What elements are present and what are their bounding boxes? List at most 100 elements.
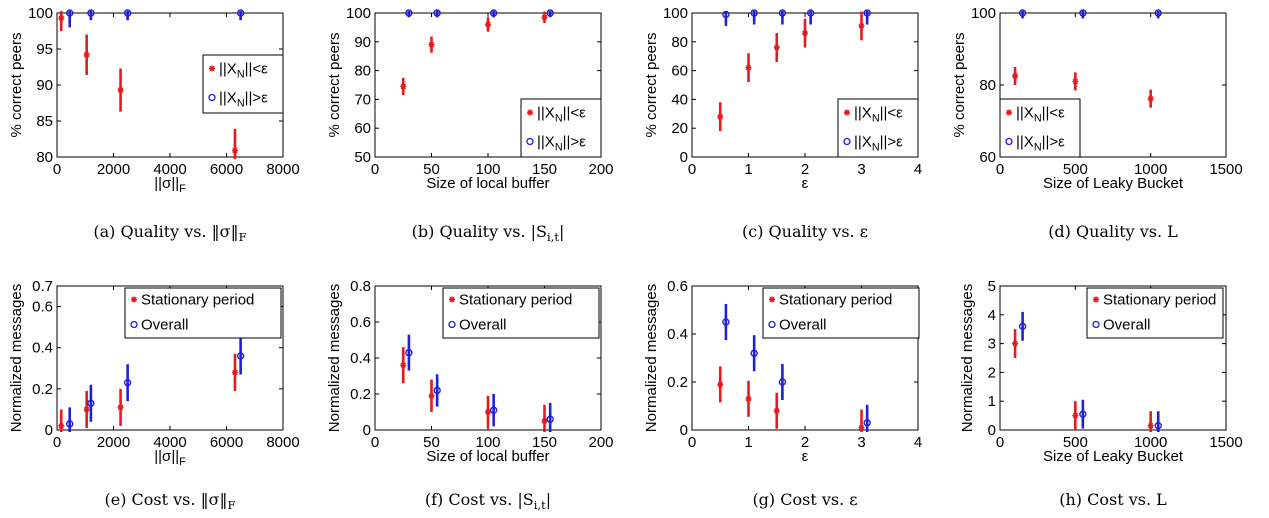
data-point [778,9,787,17]
x-tick-label: 0 [53,434,61,451]
series-2 [405,9,554,18]
data-point [745,64,752,71]
x-tick-label: 8000 [266,434,299,451]
y-tick-label: 0.4 [667,326,688,343]
y-tick-label: 100 [663,5,688,22]
y-axis-label: Normalized messages [959,284,976,432]
data-point [1018,9,1027,17]
figure-caption: (f) Cost vs. |Si,t​| [425,490,551,512]
legend-marker [527,109,533,116]
x-tick-label: 150 [532,161,557,178]
y-tick-label: 0 [680,422,688,439]
y-tick-label: 60 [979,149,996,166]
y-tick-label: 40 [671,91,688,108]
legend-label: ||XN​||<ε [854,105,903,125]
legend: ||XN​||<ε ||XN​||>ε [999,98,1081,158]
legend-marker [1092,320,1100,329]
chart-panel-d: 0 500 1000 1500 60 80 100 Size of Leaky Bucket%… [951,5,1243,241]
data-point [745,395,752,402]
x-tick-label: 3 [857,434,865,451]
data-point [405,9,413,17]
legend-marker [131,296,137,303]
legend-marker [208,93,216,102]
x-tick-label: 100 [475,434,500,451]
series-2 [405,334,554,432]
x-axis-label: ||σ||F​ [154,175,186,195]
data-point [717,113,724,120]
data-point [546,415,554,423]
y-axis-label: % correct peers [951,32,968,137]
x-axis-label: Size of Leaky Bucket [1043,175,1184,192]
figure-caption: (c) Quality vs. ε [742,222,868,241]
data-point [433,386,441,395]
legend-box [442,287,600,339]
legend: ||XN​||<ε ||XN​||>ε [202,54,284,114]
y-tick-label: 50 [354,149,371,166]
figure-caption: (h) Cost vs. L [1059,490,1167,509]
legend-box [999,98,1081,158]
y-tick-label: 60 [354,120,371,137]
y-axis-label: % correct peers [326,32,343,137]
data-point [546,9,554,17]
x-tick-label: 150 [532,434,557,451]
y-tick-label: 70 [354,91,371,108]
data-point [58,422,65,429]
x-tick-label: 1000 [1134,434,1167,451]
x-tick-label: 1500 [1209,434,1242,451]
chart-panel-h: 0 500 1000 1500 0 1 2 3 4 5 Size of Leaky Bucket No… [959,278,1243,509]
series-2 [722,304,871,432]
data-point [405,348,413,357]
y-tick-label: 0.2 [667,374,688,391]
data-point [428,41,435,48]
data-point [236,9,245,17]
data-point [231,147,238,154]
data-point [400,362,407,369]
y-axis-label: Normalized messages [8,284,25,432]
data-point [717,381,724,388]
y-tick-label: 80 [671,34,688,51]
x-tick-label: 1 [744,161,752,178]
y-axis-label: % correct peers [8,32,25,137]
y-tick-label: 80 [36,149,53,166]
legend: ||XN​||<ε ||XN​||>ε [837,98,919,158]
legend: Stationary period Overall [442,287,600,339]
y-tick-label: 5 [988,278,996,295]
series-2 [66,9,245,28]
y-tick-label: 95 [36,41,53,58]
data-point [489,9,498,17]
y-tick-label: 100 [28,5,53,22]
legend-marker [768,320,776,329]
x-axis-label: Size of local buffer [426,175,549,192]
x-tick-label: 0 [371,161,379,178]
legend-label: Overall [1103,317,1151,334]
data-point [858,424,865,431]
legend-marker [526,137,534,146]
legend-label: Stationary period [141,292,254,309]
y-tick-label: 60 [671,63,688,80]
legend-marker [769,296,775,303]
y-tick-label: 3 [988,336,996,353]
data-point [778,378,787,386]
data-point [1018,322,1027,331]
x-axis-label: Size of local buffer [426,448,549,465]
y-tick-label: 0 [45,422,53,439]
figure-caption: (d) Quality vs. L [1048,222,1178,241]
y-tick-label: 80 [354,63,371,80]
data-point [66,420,74,428]
x-tick-label: 0 [53,161,61,178]
data-point [83,51,90,58]
data-point [236,352,245,360]
figure-caption: (a) Quality vs. ‖σ‖F​ [93,222,246,244]
data-point [1154,9,1162,17]
data-point [802,30,808,37]
data-point [87,399,95,407]
x-tick-label: 200 [588,161,613,178]
data-point [87,9,95,17]
data-point [1072,78,1079,85]
series-1 [58,353,238,432]
series-1 [400,11,548,96]
y-tick-label: 0.6 [32,299,53,316]
figure-caption: (e) Cost vs. ‖σ‖F​ [105,490,236,512]
